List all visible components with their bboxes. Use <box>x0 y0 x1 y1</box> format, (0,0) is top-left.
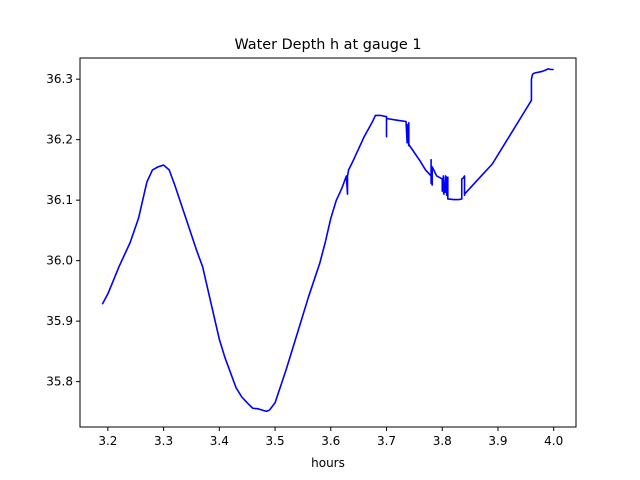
x-tick-label: 3.3 <box>154 434 173 448</box>
x-tick-label: 3.2 <box>98 434 117 448</box>
x-tick-label: 3.8 <box>433 434 452 448</box>
x-tick-label: 3.4 <box>210 434 229 448</box>
y-tick-label: 36.0 <box>46 254 73 268</box>
x-tick-label: 4.0 <box>544 434 563 448</box>
x-tick-label: 3.7 <box>377 434 396 448</box>
y-tick-label: 35.8 <box>46 375 73 389</box>
y-tick-label: 35.9 <box>46 314 73 328</box>
x-tick-label: 3.6 <box>321 434 340 448</box>
y-tick-label: 36.1 <box>46 193 73 207</box>
x-axis: 3.2 3.3 3.4 3.5 3.6 3.7 3.8 3.9 4.0 <box>98 427 563 448</box>
axes-frame <box>79 57 577 428</box>
y-tick-label: 36.2 <box>46 133 73 147</box>
y-tick-label: 36.3 <box>46 72 73 86</box>
y-axis: 35.8 35.9 36.0 36.1 36.2 36.3 <box>46 72 80 389</box>
series-line-1 <box>101 68 554 413</box>
plot-area <box>101 68 554 413</box>
chart-title: Water Depth h at gauge 1 <box>234 37 421 53</box>
x-axis-label: hours <box>311 456 345 470</box>
x-tick-label: 3.9 <box>488 434 507 448</box>
x-tick-label: 3.5 <box>266 434 285 448</box>
